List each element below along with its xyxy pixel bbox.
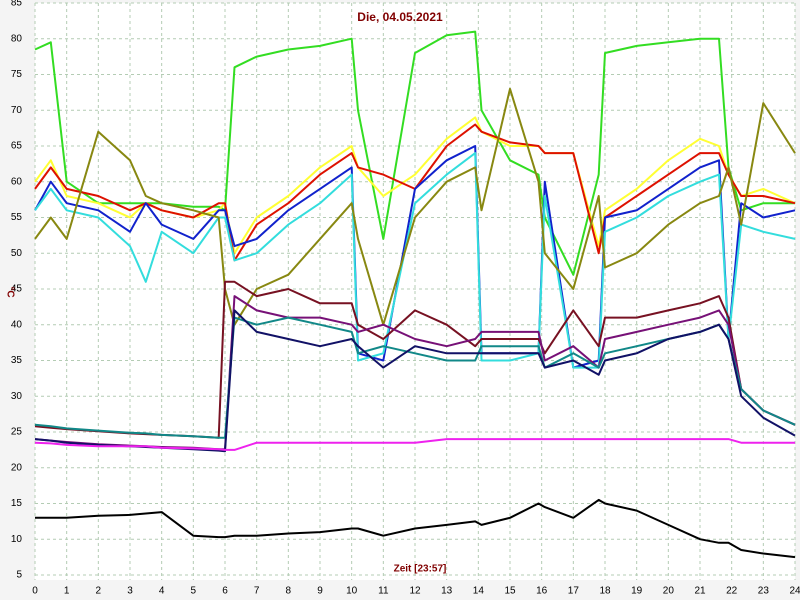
series-line bbox=[34, 438, 795, 451]
x-tick-label: 0 bbox=[32, 586, 38, 597]
y-tick-label: 15 bbox=[11, 498, 23, 509]
x-tick-label: 8 bbox=[286, 586, 292, 597]
x-tick-label: 19 bbox=[631, 586, 643, 597]
y-tick-label: 5 bbox=[16, 570, 22, 581]
x-tick-label: 20 bbox=[663, 586, 675, 597]
x-tick-label: 1 bbox=[64, 586, 70, 597]
x-tick-label: 9 bbox=[317, 586, 323, 597]
grid bbox=[34, 2, 796, 580]
y-axis-label: °C bbox=[4, 286, 15, 297]
y-tick-label: 35 bbox=[11, 355, 23, 366]
y-tick-label: 55 bbox=[11, 212, 23, 223]
y-tick-label: 60 bbox=[11, 176, 23, 187]
y-tick-label: 25 bbox=[11, 427, 23, 438]
y-tick-label: 45 bbox=[11, 284, 23, 295]
y-tick-label: 10 bbox=[11, 534, 23, 545]
x-tick-label: 7 bbox=[254, 586, 260, 597]
x-tick-label: 12 bbox=[409, 586, 421, 597]
x-axis-label: Zeit [23:57] bbox=[394, 564, 447, 575]
x-tick-label: 10 bbox=[346, 586, 358, 597]
y-tick-label: 50 bbox=[11, 248, 23, 259]
chart-title: Die, 04.05.2021 bbox=[357, 10, 443, 24]
x-tick-label: 18 bbox=[599, 586, 611, 597]
y-tick-label: 75 bbox=[11, 69, 23, 80]
y-tick-label: 70 bbox=[11, 105, 23, 116]
series-line bbox=[34, 145, 796, 369]
x-tick-label: 23 bbox=[758, 586, 770, 597]
y-tick-label: 80 bbox=[11, 33, 23, 44]
x-tick-label: 14 bbox=[473, 586, 485, 597]
y-tick-label: 65 bbox=[11, 141, 23, 152]
x-tick-label: 11 bbox=[378, 586, 389, 597]
x-tick-label: 22 bbox=[726, 586, 738, 597]
x-tick-label: 16 bbox=[536, 586, 548, 597]
series-line bbox=[34, 30, 795, 276]
y-tick-label: 30 bbox=[11, 391, 23, 402]
y-tick-label: 20 bbox=[11, 462, 23, 473]
x-tick-label: 6 bbox=[222, 586, 228, 597]
series-line bbox=[35, 498, 796, 559]
x-tick-label: 4 bbox=[159, 586, 165, 597]
x-tick-label: 13 bbox=[441, 586, 453, 597]
x-tick-label: 24 bbox=[789, 586, 800, 597]
x-tick-label: 17 bbox=[568, 586, 580, 597]
series-line bbox=[34, 152, 796, 369]
x-tick-label: 3 bbox=[127, 586, 133, 597]
x-tick-label: 2 bbox=[96, 586, 102, 597]
series-line bbox=[34, 87, 796, 326]
lines bbox=[34, 30, 796, 559]
x-tick-label: 21 bbox=[694, 586, 706, 597]
y-tick-label: 40 bbox=[11, 319, 23, 330]
x-tick-label: 15 bbox=[504, 586, 516, 597]
x-tick-label: 5 bbox=[191, 586, 197, 597]
y-tick-label: 85 bbox=[11, 0, 23, 9]
